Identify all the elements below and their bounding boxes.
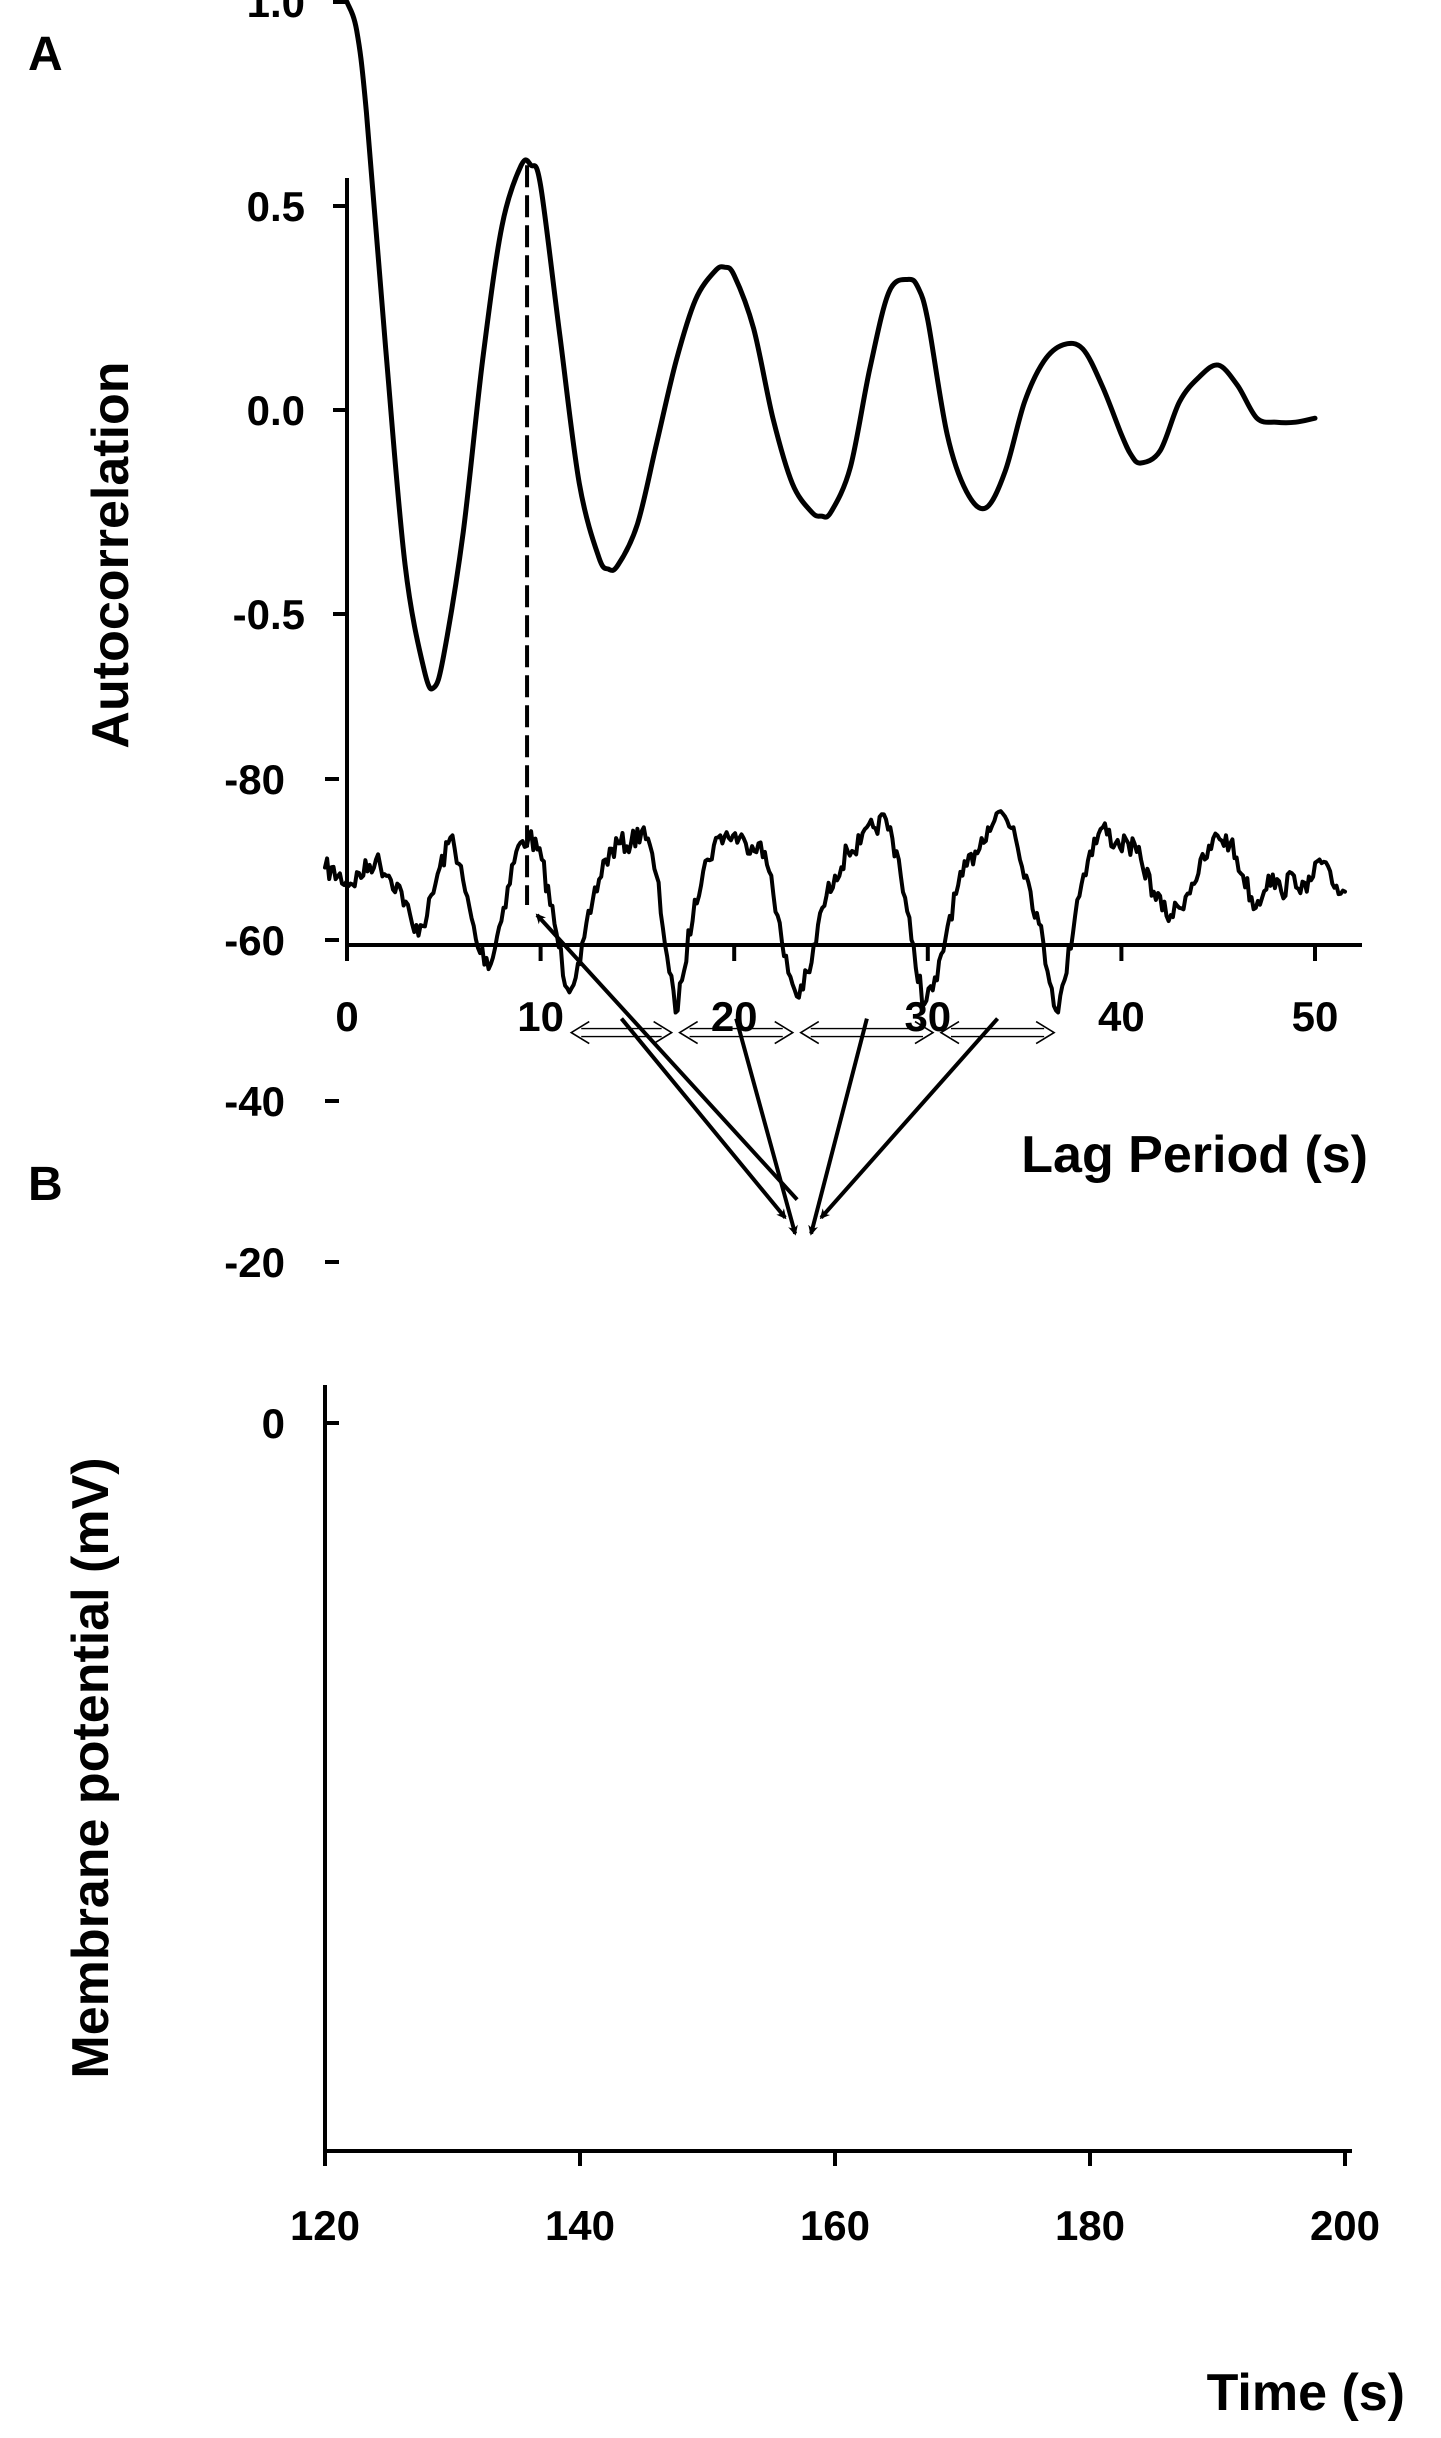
panel-a-y-axis-label: Autocorrelation (82, 361, 140, 748)
panel-a-y-tick-label: -0.5 (233, 591, 305, 638)
panel-a-y-tick-label: 0.5 (247, 183, 305, 230)
panel-b: B 0-20-40-60-80 120 140 160 180 200 Membrane… (28, 756, 1405, 2422)
panel-b-label: B (28, 1158, 63, 1211)
panel-a: A 1.00.50.0-0.5 0 10 20 30 40 50 Autocorrelat… (28, 0, 1368, 1184)
interval-arrow-head-right (1035, 1020, 1056, 1045)
convergence-arrow (619, 1017, 787, 1220)
panel-b-y-tick-label: -80 (224, 756, 285, 803)
panel-b-x-tick-label: 120 (290, 2202, 360, 2249)
panel-b-x-tick-label: 200 (1310, 2202, 1380, 2249)
interval-arrow-head-right (774, 1020, 795, 1045)
panel-a-x-tick-label: 20 (711, 993, 758, 1040)
panel-b-membrane-potential-trace (323, 809, 1347, 1015)
convergence-arrow (808, 1018, 869, 1236)
panel-b-y-tick-label: -60 (224, 917, 285, 964)
convergence-arrow (819, 1017, 1000, 1220)
panel-a-y-tick-label: 0.0 (247, 387, 305, 434)
convergence-arrow (734, 1018, 798, 1236)
panel-a-x-tick-label: 10 (517, 993, 564, 1040)
panel-a-autocorrelation-line (344, 0, 1318, 692)
convergence-arrows (619, 1017, 1000, 1236)
panel-b-y-tick-label: -20 (224, 1239, 285, 1286)
panel-a-x-ticks: 0 10 20 30 40 50 (335, 945, 1338, 1040)
panel-b-x-tick-label: 140 (545, 2202, 615, 2249)
panel-a-x-tick-label: 40 (1098, 993, 1145, 1040)
period-link-arrow (535, 913, 799, 1201)
panel-a-x-axis-label: Lag Period (s) (1021, 1126, 1368, 1184)
panel-a-x-tick-label: 50 (1292, 993, 1339, 1040)
panel-a-y-ticks: 1.0 0.5 0.0 -0.5 (233, 0, 347, 638)
panel-b-x-tick-label: 160 (800, 2202, 870, 2249)
panel-b-x-axis-label: Time (s) (1207, 2364, 1405, 2422)
panel-b-y-tick-label: -40 (224, 1078, 285, 1125)
peak-interval-arrows (569, 1020, 1056, 1045)
panel-a-x-tick-label: 0 (335, 993, 358, 1040)
panel-a-label: A (28, 28, 63, 81)
panel-b-y-axis-label: Membrane potential (mV) (62, 1457, 120, 2078)
interval-arrow-head-left (569, 1020, 590, 1045)
interval-arrow-head-right (914, 1020, 935, 1045)
panel-b-x-tick-label: 180 (1055, 2202, 1125, 2249)
interval-arrow-head-left (799, 1020, 820, 1045)
panel-b-y-ticks: 0 -20 -40 -60 -80 (224, 756, 339, 1447)
interval-arrow-head-left (678, 1020, 699, 1045)
interval-arrow-head-right (653, 1020, 674, 1045)
panel-a-y-tick-label: 1.0 (247, 0, 305, 26)
interval-arrow-head-left (939, 1020, 960, 1045)
panel-b-x-ticks: 120 140 160 180 200 (290, 2151, 1380, 2249)
panel-b-y-tick-label: 0 (262, 1400, 285, 1447)
